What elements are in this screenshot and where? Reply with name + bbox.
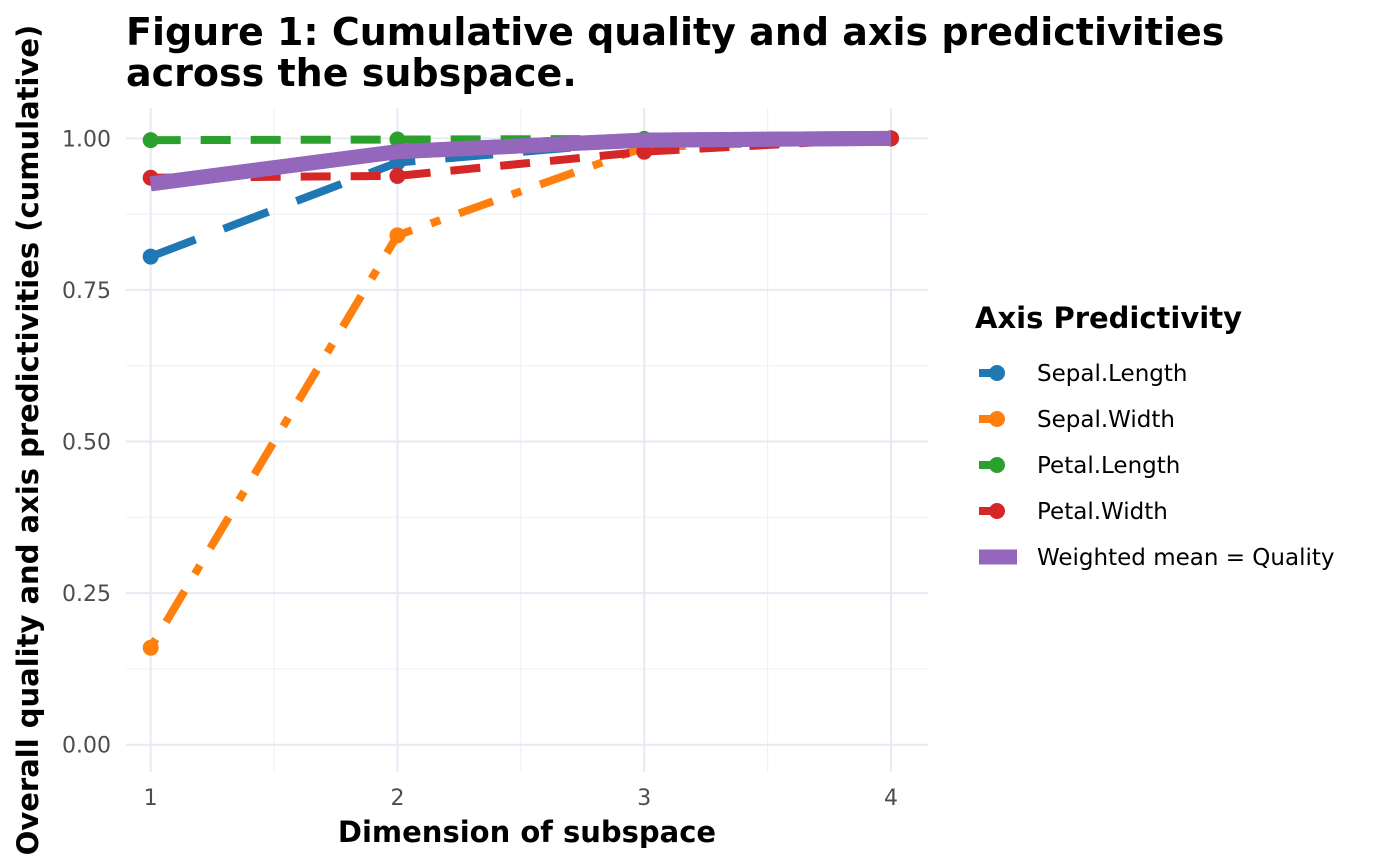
legend-key-marker (989, 365, 1005, 381)
legend-item: Weighted mean = Quality (979, 545, 1335, 571)
data-point-petal-length (389, 131, 406, 148)
data-point-sepal-length (142, 248, 159, 265)
x-tick-label: 1 (144, 786, 158, 811)
legend-label: Petal.Length (1037, 453, 1180, 479)
plot-series (142, 130, 899, 656)
data-point-petal-length (142, 132, 159, 149)
y-tick-label: 0.50 (62, 431, 111, 456)
chart-title-line-1: Figure 1: Cumulative quality and axis pr… (126, 10, 1224, 54)
legend: Axis Predictivity Sepal.Length Sepal.Widt… (975, 301, 1335, 571)
legend-label: Petal.Width (1037, 499, 1168, 525)
y-axis-ticks: 0.00 0.25 0.50 0.75 1.00 (62, 127, 111, 758)
legend-label: Sepal.Width (1037, 407, 1175, 433)
legend-key-marker (989, 503, 1005, 519)
x-tick-label: 4 (884, 786, 898, 811)
data-point-sepal-width (389, 227, 406, 244)
series-line-quality-overlay (149, 130, 892, 192)
data-point-petal-width (389, 167, 406, 184)
x-axis-title: Dimension of subspace (338, 815, 716, 849)
legend-item: Sepal.Length (979, 361, 1187, 387)
legend-label: Sepal.Length (1037, 361, 1187, 387)
grid-layer (126, 108, 928, 772)
legend-key-marker (989, 411, 1005, 427)
legend-item: Sepal.Width (979, 407, 1175, 433)
x-axis-ticks: 1 2 3 4 (144, 786, 898, 811)
legend-key-marker (989, 457, 1005, 473)
chart-title-line-2: across the subspace. (126, 51, 577, 95)
y-axis-title: Overall quality and axis predictivities … (11, 25, 45, 856)
y-tick-label: 0.00 (62, 734, 111, 759)
x-tick-label: 3 (637, 786, 651, 811)
data-point-sepal-width (142, 639, 159, 656)
legend-label: Weighted mean = Quality (1037, 545, 1335, 571)
legend-title: Axis Predictivity (975, 301, 1242, 335)
y-tick-label: 0.25 (62, 582, 111, 607)
legend-item: Petal.Length (979, 453, 1180, 479)
legend-item: Petal.Width (979, 499, 1168, 525)
x-tick-label: 2 (390, 786, 404, 811)
y-tick-label: 1.00 (62, 127, 111, 152)
y-tick-label: 0.75 (62, 279, 111, 304)
